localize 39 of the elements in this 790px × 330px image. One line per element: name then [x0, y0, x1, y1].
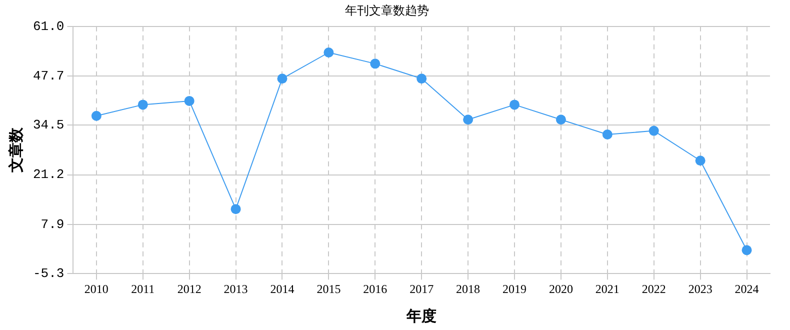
x-tick-label: 2020 — [548, 282, 573, 296]
x-axis-title: 年度 — [406, 306, 437, 325]
chart-title: 年刊文章数趋势 — [345, 3, 429, 18]
x-tick-label: 2018 — [456, 282, 480, 296]
x-tick-label: 2015 — [316, 282, 341, 296]
point — [138, 100, 148, 110]
y-tick-label: 47.7 — [32, 68, 64, 84]
y-axis-title: 文章数 — [6, 126, 25, 174]
x-tick-label: 2024 — [734, 282, 759, 296]
y-tick-label: -5.3 — [32, 266, 64, 282]
x-tick-label: 2021 — [595, 282, 620, 296]
point — [742, 245, 752, 256]
x-tick-label: 2011 — [131, 282, 155, 296]
x-tick-label: 2017 — [410, 282, 434, 296]
point — [230, 204, 241, 214]
x-tick-label: 2014 — [270, 282, 294, 296]
x-tick-label: 2019 — [502, 282, 527, 296]
point — [184, 96, 194, 106]
point — [324, 48, 334, 58]
x-tick-label: 2012 — [177, 282, 202, 296]
point — [602, 130, 612, 140]
point — [91, 110, 102, 121]
x-tick-label: 2010 — [84, 282, 108, 296]
y-tick-label: 21.2 — [32, 167, 64, 182]
point — [370, 58, 380, 69]
x-tick-label: 2016 — [363, 282, 388, 296]
point — [277, 74, 288, 84]
y-tick-label: 34.5 — [32, 118, 64, 133]
y-tick-label: 61.0 — [32, 18, 64, 34]
point — [463, 114, 474, 125]
point — [556, 114, 566, 125]
x-tick-label: 2023 — [688, 282, 712, 296]
point — [416, 74, 427, 84]
x-tick-label: 2022 — [642, 282, 666, 296]
y-tick-label: 7.9 — [40, 216, 64, 232]
x-tick-label: 2013 — [224, 282, 248, 296]
point — [695, 156, 706, 166]
point — [510, 100, 520, 110]
point — [648, 126, 659, 136]
